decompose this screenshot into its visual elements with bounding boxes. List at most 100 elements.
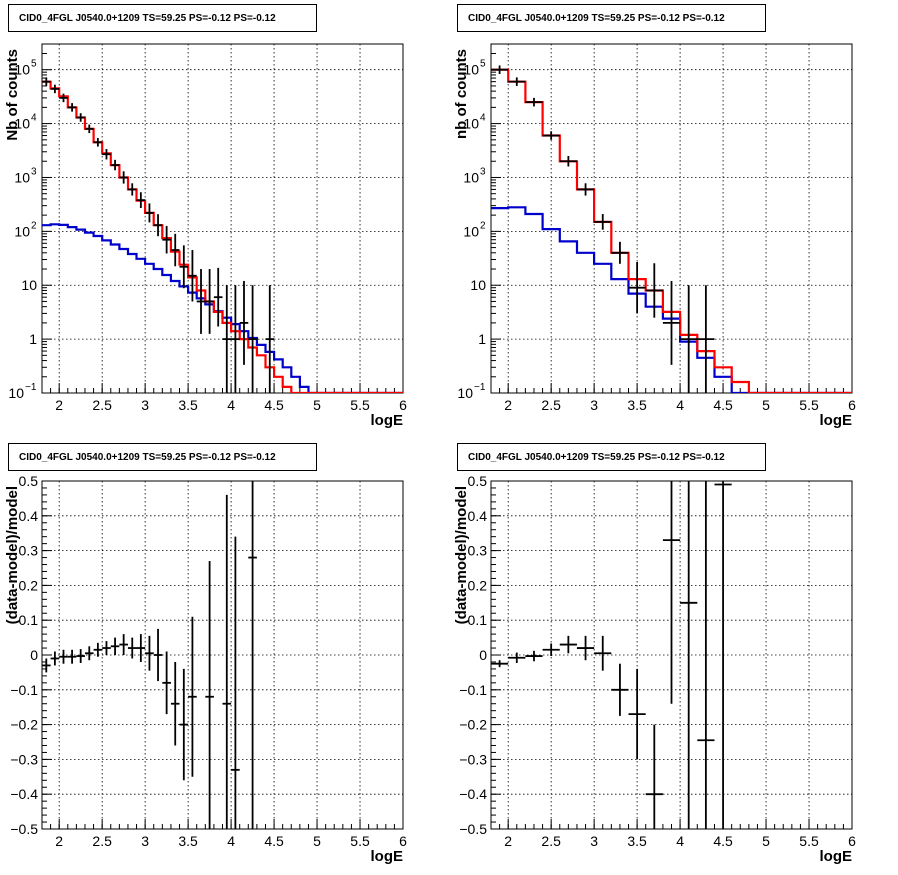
panel-title-top-right: CID0_4FGL J0540.0+1209 TS=59.25 PS=-0.12… — [457, 4, 766, 32]
y-tick-label: 10 — [470, 277, 486, 293]
y-tick-label: 10 — [463, 169, 479, 185]
x-tick-label: 4.5 — [264, 397, 284, 413]
y-tick-label: 0.3 — [468, 543, 488, 559]
x-tick-label: 2.5 — [92, 397, 112, 413]
y-tick-exponent: 4 — [480, 113, 486, 124]
y-axis-label: (data-model)/model — [4, 486, 21, 624]
x-tick-label: 4 — [227, 833, 235, 849]
data-point — [127, 183, 137, 196]
x-tick-label: 4 — [227, 397, 235, 413]
y-tick-exponent: 3 — [480, 166, 486, 177]
data-point — [680, 285, 698, 393]
total_model-histogram-line — [42, 80, 403, 393]
y-tick-label: 1 — [29, 331, 37, 347]
residual-point — [231, 536, 240, 829]
x-tick-label: 5 — [313, 833, 321, 849]
x-tick-label: 5.5 — [799, 397, 819, 413]
residual-point — [188, 616, 197, 777]
x-tick-label: 4.5 — [713, 397, 733, 413]
y-tick-label: 10 — [14, 62, 30, 78]
data-point — [196, 269, 206, 334]
y-tick-label: 10 — [463, 62, 479, 78]
plot-area — [491, 481, 732, 829]
residual-point — [93, 642, 103, 657]
x-tick-label: 3.5 — [627, 397, 647, 413]
data-point — [525, 97, 543, 107]
data-point — [42, 77, 51, 86]
y-tick-label: −0.4 — [459, 786, 487, 802]
y-tick-label: −0.1 — [10, 682, 38, 698]
y-tick-label: 10 — [463, 223, 479, 239]
data-point — [205, 269, 214, 334]
residual-point — [110, 637, 120, 655]
x-tick-label: 4 — [676, 833, 684, 849]
residual-point — [170, 661, 180, 746]
residual-point — [67, 649, 77, 664]
y-tick-label: 0 — [479, 647, 487, 663]
y-tick-exponent: 2 — [480, 220, 486, 231]
y-tick-label: −0.1 — [459, 682, 487, 698]
y-tick-label: 0.5 — [19, 473, 39, 489]
residual-point — [491, 660, 509, 668]
x-tick-label: 6 — [399, 833, 407, 849]
y-tick-label: 0.1 — [468, 612, 488, 628]
residual-point — [559, 635, 577, 654]
data-point — [628, 261, 646, 314]
residual-point — [127, 637, 137, 659]
y-tick-label: 0 — [30, 647, 38, 663]
data-point — [59, 93, 68, 103]
y-axis-label: Nb of counts — [4, 49, 21, 141]
plot-frame — [41, 43, 404, 394]
data-point — [119, 171, 128, 184]
data-point — [697, 285, 715, 393]
y-tick-label: 10 — [8, 385, 24, 401]
y-tick-label: 0.4 — [468, 508, 488, 524]
y-tick-label: −0.2 — [459, 717, 487, 733]
x-tick-label: 3.5 — [627, 833, 647, 849]
residual-point — [76, 649, 85, 664]
y-axis-label: (data-model)/model — [453, 486, 470, 624]
data-point — [50, 84, 60, 94]
x-tick-label: 3.5 — [178, 833, 198, 849]
x-tick-label: 3 — [590, 397, 598, 413]
plot-area — [42, 77, 403, 393]
data-point — [508, 77, 526, 86]
y-tick-label: 1 — [478, 331, 486, 347]
x-tick-label: 2 — [55, 397, 63, 413]
y-tick-exponent: −1 — [25, 382, 37, 393]
data-point — [170, 233, 180, 267]
x-tick-label: 3.5 — [178, 397, 198, 413]
x-tick-label: 6 — [848, 397, 856, 413]
y-tick-label: −0.5 — [10, 821, 38, 837]
residual-point — [508, 652, 526, 664]
data-point — [231, 285, 240, 393]
residual-point — [136, 634, 146, 662]
residual-point — [179, 668, 189, 781]
residual-point — [153, 628, 163, 682]
data-point — [576, 183, 595, 196]
data-point — [67, 103, 77, 112]
data-point — [93, 138, 103, 147]
y-tick-exponent: −1 — [474, 382, 486, 393]
residual-point — [662, 481, 681, 704]
data-point — [84, 124, 94, 134]
residual-point — [119, 634, 128, 655]
residual-point — [42, 658, 51, 673]
x-tick-label: 5.5 — [799, 833, 819, 849]
residual-point — [594, 635, 612, 671]
data-point — [594, 213, 612, 230]
y-tick-label: 0.2 — [468, 577, 488, 593]
y-tick-label: 0.2 — [19, 577, 39, 593]
residual-point — [205, 561, 214, 829]
residual-point — [697, 481, 715, 829]
data-point — [611, 241, 629, 264]
x-tick-label: 6 — [848, 833, 856, 849]
residual-point — [50, 651, 60, 666]
panel-title-bottom-right: CID0_4FGL J0540.0+1209 TS=59.25 PS=-0.12… — [457, 443, 766, 471]
data-point — [136, 192, 146, 208]
residual-point — [59, 649, 68, 664]
data-point — [179, 245, 189, 289]
residual-point — [628, 668, 646, 760]
x-tick-label: 6 — [399, 397, 407, 413]
